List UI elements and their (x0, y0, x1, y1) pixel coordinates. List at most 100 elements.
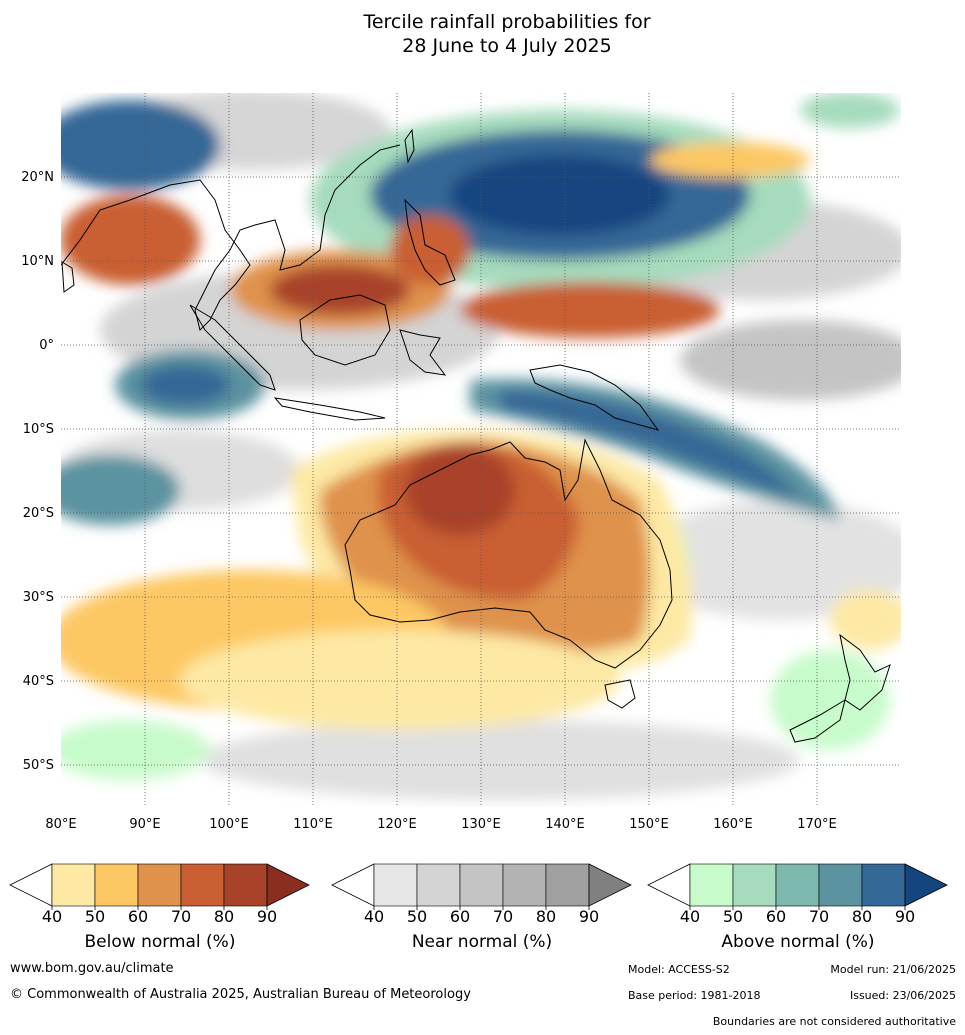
sumatra-coastline (189, 304, 276, 391)
australia-coastline (344, 438, 673, 669)
longitude-label: 100°E (209, 817, 249, 832)
probability-field (61, 93, 901, 807)
below-normal-area (61, 195, 200, 285)
java-coastline (273, 397, 386, 421)
above-normal-area (61, 100, 220, 190)
colorbar-extension-low (647, 863, 691, 907)
near-normal-area (200, 720, 800, 800)
longitude-labels: 80°E 90°E 100°E 110°E 120°E 130°E 140°E 150°E 16… (45, 817, 836, 832)
below-normal-area (460, 282, 720, 338)
longitude-label: 150°E (629, 817, 669, 832)
above-normal-area (140, 365, 230, 405)
latitude-label: 10°S (23, 422, 54, 437)
colorbars: 40 50 60 70 80 90 40 50 60 70 80 90 40 50 60 70 80 90 (9, 863, 948, 926)
chart-title: Tercile rainfall probabilities for 28 Ju… (0, 10, 965, 58)
colorbar-segment (94, 863, 139, 907)
colorbar-tick-label: 70 (493, 907, 513, 926)
legend-title-near-normal: Near normal (%) (411, 932, 553, 952)
below-normal-area (830, 590, 901, 650)
taiwan-coastline (404, 128, 415, 164)
philippines-coastline (404, 198, 456, 286)
latitude-label: 40°S (23, 674, 54, 689)
colorbar-extension-low (331, 863, 375, 907)
website-link[interactable]: www.bom.gov.au/climate (10, 961, 174, 976)
base-period: Base period: 1981-2018 (628, 989, 761, 1002)
above-normal-area (61, 455, 180, 525)
new-zealand-coastline (839, 633, 891, 711)
colorbar-tick-label: 60 (450, 907, 470, 926)
below-normal-area (270, 265, 410, 315)
colorbar-segment (732, 863, 777, 907)
copyright-text: © Commonwealth of Australia 2025, Austra… (10, 987, 471, 1002)
mainland-asia-coastline (61, 144, 401, 331)
colorbar-extension-high (266, 863, 310, 907)
below-normal-area (405, 445, 515, 535)
colorbar-tick-label: 90 (257, 907, 277, 926)
colorbar-segment (51, 863, 96, 907)
colorbar-tick-label: 70 (171, 907, 191, 926)
colorbar-segment (775, 863, 820, 907)
boundaries-note: Boundaries are not considered authoritat… (712, 1015, 956, 1028)
colorbar-extension-high (588, 863, 632, 907)
colorbar-tick-label: 90 (895, 907, 915, 926)
colorbar-tick-label: 50 (723, 907, 743, 926)
longitude-label: 110°E (293, 817, 333, 832)
colorbar-tick-label: 80 (214, 907, 234, 926)
colorbar-tick-label: 80 (852, 907, 872, 926)
colorbar-tick-label: 70 (809, 907, 829, 926)
latitude-label: 10°N (21, 254, 54, 269)
latitude-label: 20°S (23, 506, 54, 521)
colorbar-3: 40 50 60 70 80 90 (647, 863, 948, 926)
longitude-label: 90°E (129, 817, 160, 832)
issued-date: Issued: 23/06/2025 (849, 989, 956, 1002)
colorbar-segment (502, 863, 547, 907)
new-zealand-coastline (789, 698, 846, 743)
colorbar-segment (137, 863, 182, 907)
coastlines (61, 128, 891, 743)
borneo-coastline (299, 294, 391, 366)
sri-lanka-coastline (61, 261, 75, 293)
latitude-labels: 20°N 10°N 0° 10°S 20°S 30°S 40°S 50°S (21, 170, 54, 773)
above-normal-area (770, 650, 890, 750)
colorbar-tick-label: 80 (536, 907, 556, 926)
longitude-label: 160°E (713, 817, 753, 832)
new-guinea-coastline (529, 364, 660, 431)
model-name: Model: ACCESS-S2 (628, 963, 730, 976)
colorbar-tick-label: 60 (766, 907, 786, 926)
colorbar-tick-label: 40 (680, 907, 700, 926)
near-normal-area (640, 500, 901, 620)
legend-title-above-normal: Above normal (%) (721, 932, 875, 952)
gridlines (61, 93, 901, 807)
above-normal-area (450, 155, 670, 235)
colorbar-tick-label: 90 (579, 907, 599, 926)
longitude-label: 80°E (45, 817, 76, 832)
colorbar-extension-high (904, 863, 948, 907)
longitude-label: 120°E (377, 817, 417, 832)
below-normal-area (650, 142, 810, 178)
latitude-label: 50°S (23, 758, 54, 773)
colorbar-segment (861, 863, 906, 907)
colorbar-1: 40 50 60 70 80 90 (9, 863, 310, 926)
colorbar-tick-label: 50 (407, 907, 427, 926)
colorbar-segment (459, 863, 504, 907)
colorbar-segment (373, 863, 418, 907)
title-line-1: Tercile rainfall probabilities for (363, 11, 651, 33)
above-normal-area (800, 93, 900, 128)
above-normal-area (61, 720, 210, 780)
colorbar-segment (223, 863, 268, 907)
longitude-label: 130°E (461, 817, 501, 832)
colorbar-segment (180, 863, 225, 907)
sulawesi-coastline (399, 329, 447, 376)
colorbar-segment (818, 863, 863, 907)
colorbar-tick-label: 60 (128, 907, 148, 926)
legend-title-below-normal: Below normal (%) (84, 932, 236, 952)
near-normal-area (680, 320, 901, 400)
latitude-label: 0° (39, 338, 54, 353)
above-normal-area (500, 390, 800, 500)
below-normal-area (180, 630, 620, 730)
colorbar-tick-label: 40 (364, 907, 384, 926)
colorbar-tick-label: 40 (42, 907, 62, 926)
longitude-label: 170°E (797, 817, 837, 832)
colorbar-segment (416, 863, 461, 907)
